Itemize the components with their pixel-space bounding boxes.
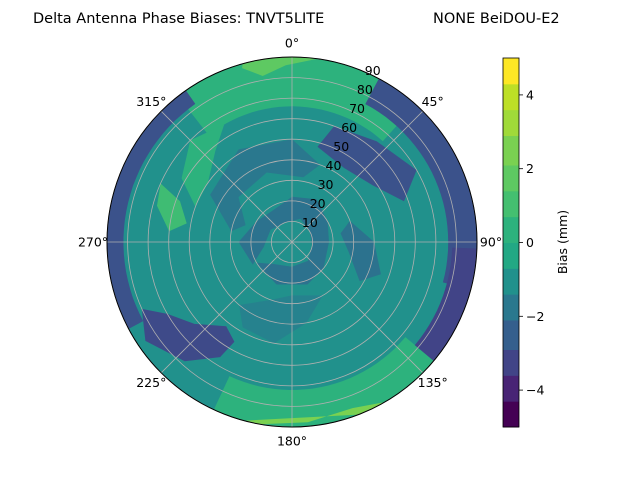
region-upper-right-rim-low <box>365 69 477 293</box>
radial-tick-40: 40 <box>326 158 342 173</box>
angular-gridline-135 <box>291 241 424 374</box>
angular-tick-135: 135° <box>418 375 448 390</box>
colorbar-band-6 <box>503 242 519 269</box>
angular-tick-90: 90° <box>480 235 502 250</box>
colorbar <box>502 57 520 428</box>
colorbar-ticks: −4 −2 0 2 4 <box>519 87 544 398</box>
colorbar-band-2 <box>503 349 519 376</box>
region-ring-low-inner <box>238 196 329 285</box>
colorbar-band-13 <box>503 58 519 85</box>
colorbar-tick-label-4: 4 <box>526 87 534 102</box>
region-upper-left-band <box>181 124 225 207</box>
colorbar-tick-label-2: 0 <box>526 235 534 250</box>
colorbar-tick-label-3: 2 <box>526 161 534 176</box>
angular-tick-225: 225° <box>136 375 166 390</box>
colorbar-tick-label-0: −4 <box>526 383 544 398</box>
colorbar-band-11 <box>503 109 519 136</box>
colorbar-band-8 <box>503 190 519 218</box>
colorbar-band-9 <box>503 165 519 192</box>
angular-tick-45: 45° <box>422 94 444 109</box>
radial-tick-90: 90 <box>365 63 381 78</box>
angular-gridline-45 <box>291 110 424 243</box>
angular-tick-315: 315° <box>136 94 166 109</box>
region-left-rim-low <box>107 82 196 334</box>
colorbar-tick-label-1: −2 <box>526 309 544 324</box>
chart-title-left: Delta Antenna Phase Biases: TNVT5LITE <box>33 11 324 27</box>
region-lower-left-low <box>141 308 235 362</box>
radial-tick-70: 70 <box>349 101 365 116</box>
radial-tick-20: 20 <box>310 196 326 211</box>
colorbar-band-12 <box>503 83 519 111</box>
colorbar-band-5 <box>503 268 519 295</box>
radial-tick-10: 10 <box>302 215 318 230</box>
colorbar-band-7 <box>503 216 519 243</box>
radial-tick-80: 80 <box>357 82 373 97</box>
region-top-highlight <box>242 57 333 76</box>
colorbar-band-4 <box>503 294 519 321</box>
region-right-rim-low <box>414 247 477 368</box>
region-lower-mid-low <box>239 295 323 344</box>
angular-tick-270: 270° <box>78 235 108 250</box>
angular-tick-0: 0° <box>285 36 299 51</box>
colorbar-band-0 <box>503 401 519 428</box>
radial-tick-60: 60 <box>341 120 357 135</box>
angular-gridline-315 <box>160 110 293 243</box>
colorbar-band-10 <box>503 135 519 166</box>
region-upper-right-low-inner <box>317 126 417 202</box>
radial-tick-30: 30 <box>318 177 334 192</box>
polar-frame <box>106 56 478 428</box>
angular-tick-labels: 0° 45° 90° 135° 180° 225° 270° 315° <box>78 36 502 449</box>
region-left-patch <box>157 183 187 232</box>
colorbar-label: Bias (mm) <box>555 210 570 274</box>
angular-gridline-225 <box>160 241 293 374</box>
angular-tick-180: 180° <box>277 434 307 449</box>
region-ring-low-30-60 <box>210 139 321 232</box>
colorbar-band-3 <box>503 319 519 351</box>
chart-title-right: NONE BeiDOU-E2 <box>433 11 560 27</box>
colorbar-band-1 <box>503 375 519 402</box>
polar-grid <box>106 56 478 428</box>
radial-tick-labels: 10 20 30 40 50 60 70 80 90 <box>302 63 381 230</box>
radial-tick-50: 50 <box>333 139 349 154</box>
